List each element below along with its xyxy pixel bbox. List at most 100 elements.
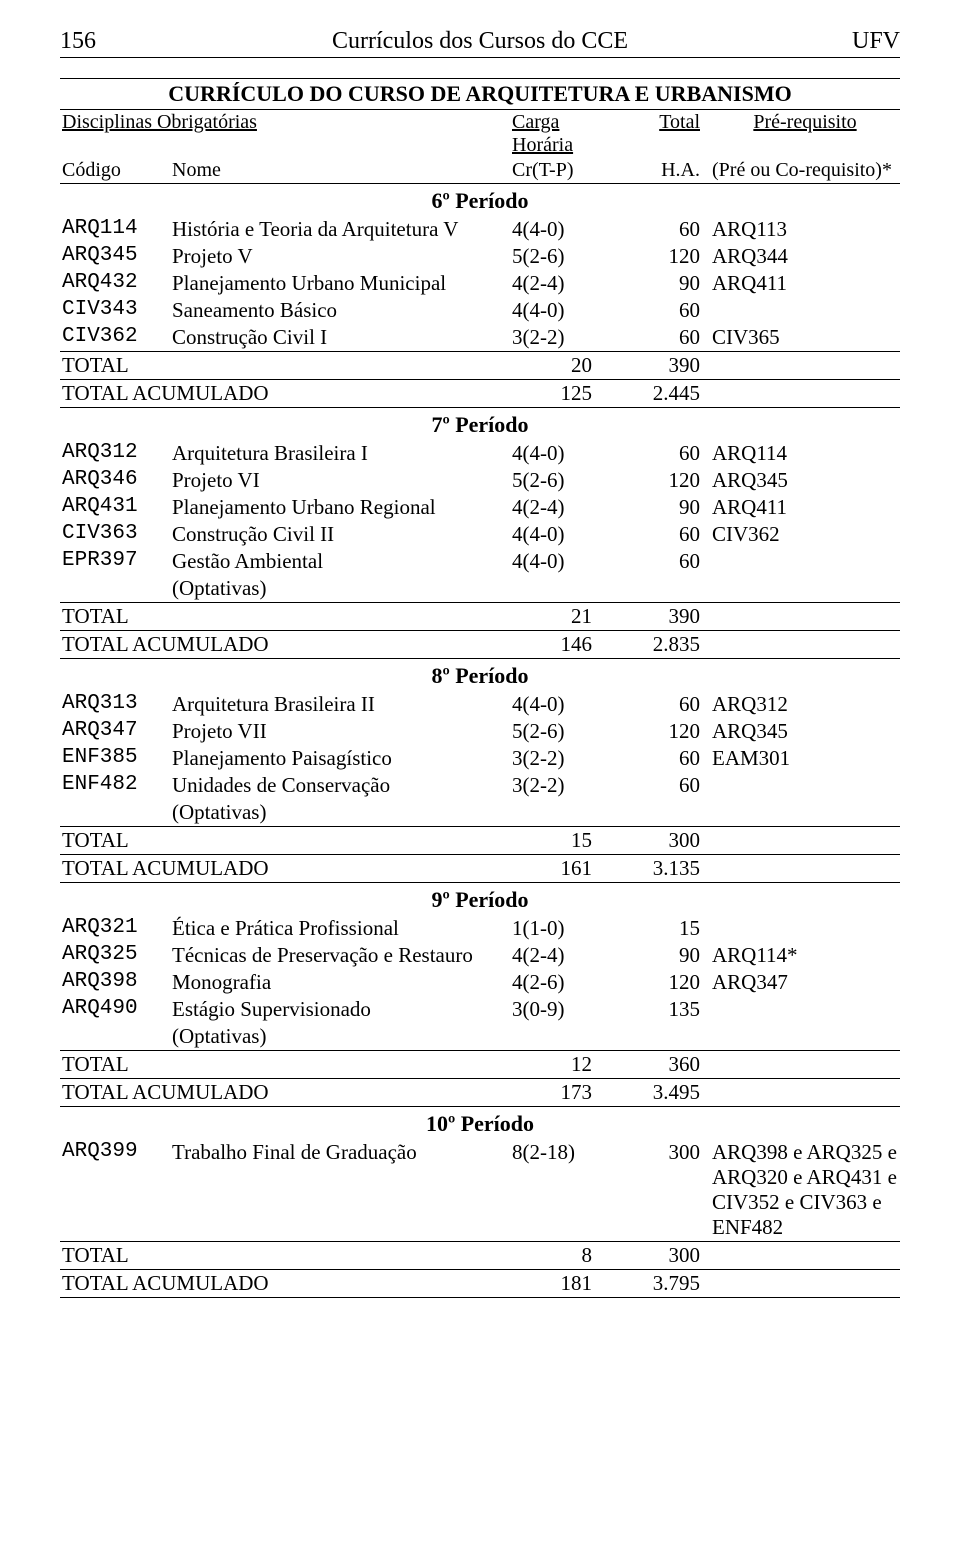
cell-credits: 8(2-18) bbox=[510, 1139, 620, 1242]
cell-prereq: CIV362 bbox=[710, 521, 900, 548]
document-title: CURRÍCULO DO CURSO DE ARQUITETURA E URBA… bbox=[60, 79, 900, 109]
total-hours: 360 bbox=[620, 1051, 710, 1079]
cell-prereq bbox=[710, 1023, 900, 1051]
total-acc-row: TOTAL ACUMULADO1613.135 bbox=[60, 855, 900, 883]
cell-name: Construção Civil I bbox=[170, 324, 510, 352]
table-row: ENF385Planejamento Paisagístico3(2-2)60E… bbox=[60, 745, 900, 772]
total-hours: 390 bbox=[620, 603, 710, 631]
total-hours: 390 bbox=[620, 352, 710, 380]
cell-prereq bbox=[710, 297, 900, 324]
cell-code: CIV363 bbox=[60, 521, 170, 548]
total-acc-label: TOTAL ACUMULADO bbox=[60, 1079, 510, 1107]
cell-name: Projeto VI bbox=[170, 467, 510, 494]
cell-prereq bbox=[710, 799, 900, 827]
table-row: ARQ431Planejamento Urbano Regional4(2-4)… bbox=[60, 494, 900, 521]
table-row: ARQ313Arquitetura Brasileira II4(4-0)60A… bbox=[60, 691, 900, 718]
table-row: ARQ114História e Teoria da Arquitetura V… bbox=[60, 216, 900, 243]
table-row: ARQ398Monografia4(2-6)120ARQ347 bbox=[60, 969, 900, 996]
cell-name: Trabalho Final de Graduação bbox=[170, 1139, 510, 1242]
cell-code bbox=[60, 575, 170, 603]
cell-code: CIV343 bbox=[60, 297, 170, 324]
period-heading: 6º Período bbox=[60, 184, 900, 216]
cell-hours: 300 bbox=[620, 1139, 710, 1242]
cell-hours: 120 bbox=[620, 718, 710, 745]
table-row: EPR397Gestão Ambiental4(4-0)60 bbox=[60, 548, 900, 575]
table-row: ARQ399Trabalho Final de Graduação8(2-18)… bbox=[60, 1139, 900, 1242]
cell-code: ARQ432 bbox=[60, 270, 170, 297]
total-credits: 8 bbox=[510, 1242, 620, 1270]
cell-credits: 3(2-2) bbox=[510, 324, 620, 352]
cell-code: ARQ321 bbox=[60, 915, 170, 942]
total-acc-label: TOTAL ACUMULADO bbox=[60, 855, 510, 883]
cell-credits: 5(2-6) bbox=[510, 243, 620, 270]
cell-hours bbox=[620, 1023, 710, 1051]
cell-prereq: ARQ411 bbox=[710, 494, 900, 521]
table-row: ARQ346Projeto VI5(2-6)120ARQ345 bbox=[60, 467, 900, 494]
table-row: ARQ312Arquitetura Brasileira I4(4-0)60AR… bbox=[60, 440, 900, 467]
cell-hours: 60 bbox=[620, 440, 710, 467]
cell-prereq bbox=[710, 915, 900, 942]
total-credits: 12 bbox=[510, 1051, 620, 1079]
total-row: TOTAL15300 bbox=[60, 827, 900, 855]
period-label: 10º Período bbox=[60, 1107, 900, 1139]
cell-hours: 90 bbox=[620, 494, 710, 521]
cell-code: ARQ345 bbox=[60, 243, 170, 270]
cell-prereq: ARQ312 bbox=[710, 691, 900, 718]
total-hours: 300 bbox=[620, 1242, 710, 1270]
table-row: CIV362Construção Civil I3(2-2)60CIV365 bbox=[60, 324, 900, 352]
cell-code: ARQ347 bbox=[60, 718, 170, 745]
cell-credits: 4(2-6) bbox=[510, 969, 620, 996]
cell-code: ARQ325 bbox=[60, 942, 170, 969]
total-label: TOTAL bbox=[60, 1242, 510, 1270]
period-label: 8º Período bbox=[60, 659, 900, 691]
total-acc-row: TOTAL ACUMULADO1733.495 bbox=[60, 1079, 900, 1107]
cell-prereq: ARQ344 bbox=[710, 243, 900, 270]
total-credits: 21 bbox=[510, 603, 620, 631]
total-row: TOTAL8300 bbox=[60, 1242, 900, 1270]
total-row: TOTAL12360 bbox=[60, 1051, 900, 1079]
acc-hours: 3.495 bbox=[620, 1079, 710, 1107]
total-label: TOTAL bbox=[60, 1051, 510, 1079]
cell-credits: 4(4-0) bbox=[510, 548, 620, 575]
cell-hours: 120 bbox=[620, 243, 710, 270]
rule bbox=[60, 1298, 900, 1299]
acc-hours: 2.835 bbox=[620, 631, 710, 659]
table-row: ARQ325Técnicas de Preservação e Restauro… bbox=[60, 942, 900, 969]
cell-name: Projeto V bbox=[170, 243, 510, 270]
acc-hours: 2.445 bbox=[620, 380, 710, 408]
cell-hours: 90 bbox=[620, 270, 710, 297]
cell-prereq bbox=[710, 772, 900, 799]
total-acc-label: TOTAL ACUMULADO bbox=[60, 1270, 510, 1298]
total-credits: 15 bbox=[510, 827, 620, 855]
cell-name: Planejamento Paisagístico bbox=[170, 745, 510, 772]
table-row: (Optativas) bbox=[60, 1023, 900, 1051]
cell-hours: 60 bbox=[620, 216, 710, 243]
cell-name: Construção Civil II bbox=[170, 521, 510, 548]
total-label: TOTAL bbox=[60, 603, 510, 631]
acc-hours: 3.135 bbox=[620, 855, 710, 883]
cell-credits: 4(4-0) bbox=[510, 691, 620, 718]
total-acc-label: TOTAL ACUMULADO bbox=[60, 631, 510, 659]
period-label: 9º Período bbox=[60, 883, 900, 915]
header-right: UFV bbox=[840, 28, 900, 55]
cell-code: ARQ346 bbox=[60, 467, 170, 494]
cell-credits: 3(0-9) bbox=[510, 996, 620, 1023]
total-hours: 300 bbox=[620, 827, 710, 855]
cell-credits: 4(4-0) bbox=[510, 521, 620, 548]
table-row: CIV363Construção Civil II4(4-0)60CIV362 bbox=[60, 521, 900, 548]
cell-prereq: ARQ398 e ARQ325 e ARQ320 e ARQ431 e CIV3… bbox=[710, 1139, 900, 1242]
period-label: 7º Período bbox=[60, 408, 900, 440]
acc-credits: 161 bbox=[510, 855, 620, 883]
cell-prereq: ARQ113 bbox=[710, 216, 900, 243]
running-header: 156 Currículos dos Cursos do CCE UFV bbox=[60, 28, 900, 55]
total-credits: 20 bbox=[510, 352, 620, 380]
period-heading: 10º Período bbox=[60, 1107, 900, 1139]
hdr-prereq: Pré-requisito bbox=[753, 111, 856, 133]
curriculum-table: Disciplinas Obrigatórias Carga Horária T… bbox=[60, 110, 900, 1298]
period-heading: 9º Período bbox=[60, 883, 900, 915]
total-acc-row: TOTAL ACUMULADO1252.445 bbox=[60, 380, 900, 408]
cell-hours: 60 bbox=[620, 548, 710, 575]
page: 156 Currículos dos Cursos do CCE UFV CUR… bbox=[0, 0, 960, 1338]
cell-prereq: ARQ347 bbox=[710, 969, 900, 996]
cell-code: ENF385 bbox=[60, 745, 170, 772]
